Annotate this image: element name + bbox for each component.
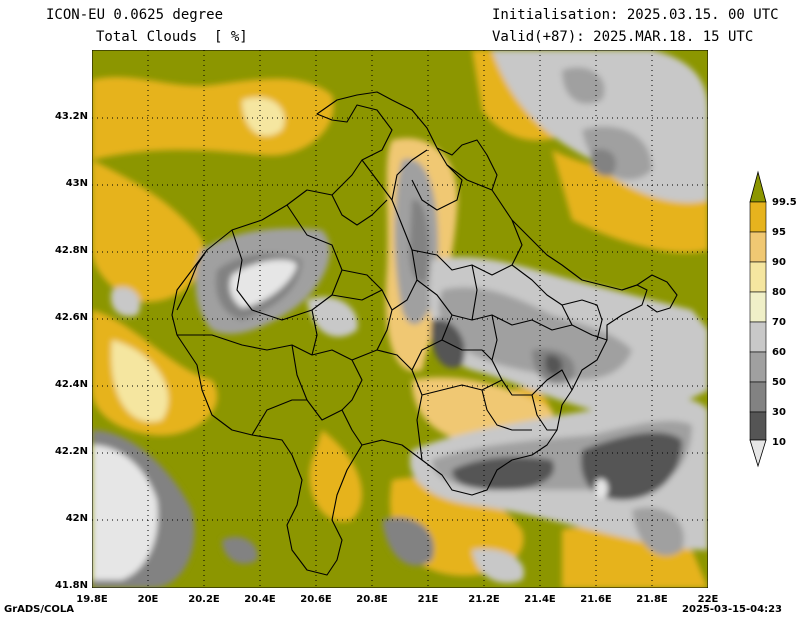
colorbar-label: 99.5: [772, 197, 797, 208]
colorbar-top-arrow: [749, 170, 767, 203]
init-time: Initialisation: 2025.03.15. 00 UTC: [492, 7, 779, 23]
colorbar-swatch: [749, 381, 767, 413]
colorbar-label: 30: [772, 407, 786, 418]
lon-label: 21E: [417, 594, 439, 605]
lon-label: 19.8E: [76, 594, 108, 605]
lat-label: 42.8N: [54, 245, 88, 256]
cloud-cover-map: [92, 50, 708, 588]
lon-label: 20.6E: [300, 594, 332, 605]
lon-label: 20.4E: [244, 594, 276, 605]
lon-label: 21.8E: [636, 594, 668, 605]
lat-label: 42.6N: [54, 312, 88, 323]
lon-label: 21.4E: [524, 594, 556, 605]
lat-label: 43N: [65, 178, 88, 189]
colorbar-swatch: [749, 351, 767, 383]
lon-label: 22E: [697, 594, 719, 605]
colorbar-swatch: [749, 201, 767, 233]
colorbar-label: 80: [772, 287, 786, 298]
valid-time: Valid(+87): 2025.MAR.18. 15 UTC: [492, 29, 754, 45]
colorbar-bottom-arrow: [749, 439, 767, 468]
colorbar-swatch: [749, 411, 767, 441]
colorbar-label: 10: [772, 437, 786, 448]
colorbar-label: 60: [772, 347, 786, 358]
colorbar-label: 90: [772, 257, 786, 268]
lon-label: 21.6E: [580, 594, 612, 605]
lat-label: 42.2N: [54, 446, 88, 457]
colorbar-label: 95: [772, 227, 786, 238]
lat-label: 42.4N: [54, 379, 88, 390]
model-title: ICON-EU 0.0625 degree: [46, 7, 224, 23]
colorbar-swatch: [749, 291, 767, 323]
colorbar-swatch: [749, 231, 767, 263]
colorbar-swatch: [749, 261, 767, 293]
admin-borders: [171, 91, 678, 576]
render-timestamp: 2025-03-15-04:23: [682, 604, 782, 615]
software-credit: GrADS/COLA: [4, 604, 74, 615]
variable-title: Total Clouds [ %]: [96, 29, 248, 45]
colorbar-swatch: [749, 321, 767, 353]
lon-label: 20.8E: [356, 594, 388, 605]
colorbar: [749, 170, 767, 468]
lon-label: 21.2E: [468, 594, 500, 605]
lat-label: 41.8N: [54, 580, 88, 591]
lat-label: 42N: [65, 513, 88, 524]
lat-label: 43.2N: [54, 111, 88, 122]
lon-label: 20E: [137, 594, 159, 605]
lon-label: 20.2E: [188, 594, 220, 605]
colorbar-label: 50: [772, 377, 786, 388]
colorbar-label: 70: [772, 317, 786, 328]
